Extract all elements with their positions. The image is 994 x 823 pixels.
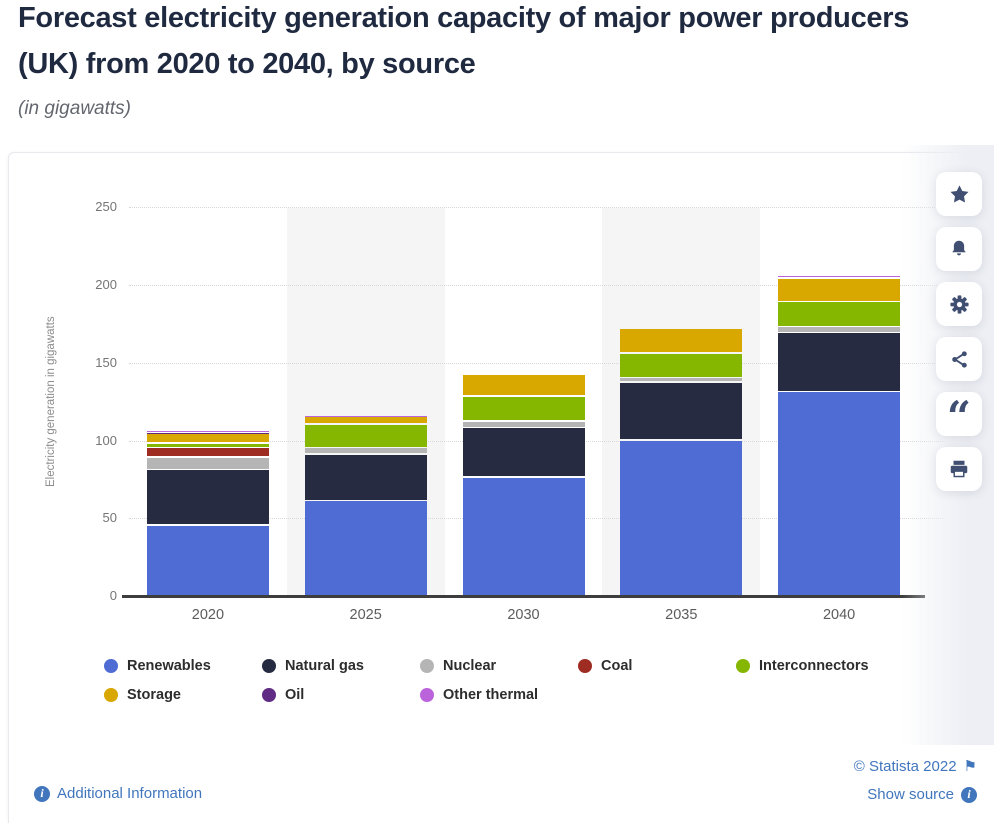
star-icon <box>948 183 971 206</box>
statista-copyright-label: © Statista 2022 <box>853 758 957 775</box>
bar-segment-interconnectors-2040[interactable] <box>778 302 901 326</box>
bar-segment-storage-2020[interactable] <box>146 434 269 443</box>
bar-segment-nuclear-2020[interactable] <box>146 457 269 469</box>
y-tick-label: 200 <box>95 277 117 293</box>
bar-segment-renewables-2040[interactable] <box>778 392 901 596</box>
page-title-line2: (UK) from 2020 to 2040, by source <box>18 48 476 80</box>
print-icon <box>948 458 970 480</box>
bar-segment-oil-2020[interactable] <box>146 432 269 434</box>
bar-segment-other-thermal-2025[interactable] <box>304 415 427 417</box>
bar-segment-coal-2020[interactable] <box>146 448 269 457</box>
chart-plot-area: Electricity generation in gigawatts 0 50 1… <box>9 153 994 823</box>
y-axis-title: Electricity generation in gigawatts <box>45 316 57 488</box>
bar-segment-natural-gas-2040[interactable] <box>778 333 901 391</box>
info-icon: i <box>961 786 977 803</box>
legend-label: Storage <box>127 686 181 703</box>
legend-label: Coal <box>601 658 633 674</box>
bar-segment-nuclear-2035[interactable] <box>620 378 743 382</box>
print-button[interactable] <box>936 447 982 491</box>
bar-segment-nuclear-2040[interactable] <box>778 327 901 332</box>
y-tick-label: 150 <box>95 354 117 370</box>
bar-segment-interconnectors-2020[interactable] <box>146 443 269 447</box>
legend-label: Other thermal <box>443 686 539 703</box>
legend-item-natural-gas: Natural gas <box>262 653 364 679</box>
additional-information-link[interactable]: i Additional Information <box>34 785 202 802</box>
legend-item-coal: Coal <box>578 653 632 679</box>
legend-item-storage: Storage <box>104 682 181 708</box>
show-source-link[interactable]: Show source i <box>867 786 977 803</box>
bar-segment-natural-gas-2020[interactable] <box>146 470 269 525</box>
x-axis-line <box>122 595 925 598</box>
x-axis-label: 2030 <box>507 607 540 623</box>
quote-icon: “ <box>946 391 972 441</box>
legend-label: Renewables <box>127 658 211 674</box>
bar-segment-interconnectors-2030[interactable] <box>462 397 585 421</box>
star-button[interactable] <box>936 172 982 216</box>
gridline <box>129 285 943 287</box>
y-tick-label: 250 <box>95 199 117 215</box>
bar-segment-interconnectors-2025[interactable] <box>304 425 427 447</box>
additional-information-label: Additional Information <box>57 785 203 802</box>
share-icon <box>949 349 970 370</box>
legend-label: Nuclear <box>443 658 497 674</box>
bar-segment-storage-2030[interactable] <box>462 375 585 396</box>
legend-item-other-thermal: Other thermal <box>420 682 538 708</box>
bar-segment-natural-gas-2025[interactable] <box>304 454 427 500</box>
legend-label: Interconnectors <box>759 658 869 674</box>
bar-segment-natural-gas-2035[interactable] <box>620 383 743 439</box>
quote-button[interactable]: “ <box>936 391 982 441</box>
bar-segment-natural-gas-2030[interactable] <box>462 428 585 477</box>
legend-marker <box>578 659 592 673</box>
bar-segment-renewables-2035[interactable] <box>620 440 743 596</box>
bar-segment-interconnectors-2035[interactable] <box>620 353 743 377</box>
legend-item-nuclear: Nuclear <box>420 653 496 679</box>
legend-marker <box>104 659 118 673</box>
legend-item-renewables: Renewables <box>104 653 211 679</box>
bar-segment-other-thermal-2040[interactable] <box>778 275 901 278</box>
gear-icon <box>948 293 971 316</box>
gear-button[interactable] <box>936 282 982 326</box>
x-axis-label: 2025 <box>349 607 382 623</box>
x-axis-label: 2020 <box>191 607 225 623</box>
legend-marker <box>104 687 118 702</box>
bar-segment-nuclear-2025[interactable] <box>304 448 427 453</box>
chart-card: Electricity generation in gigawatts 0 50 1… <box>8 152 994 823</box>
y-tick-label: 100 <box>95 432 117 448</box>
bar-segment-storage-2040[interactable] <box>778 278 901 301</box>
page-title-line1: Forecast electricity generation capacity… <box>18 2 910 34</box>
bar-segment-nuclear-2030[interactable] <box>462 421 585 427</box>
y-tick-label: 0 <box>109 588 117 603</box>
x-axis-label: 2035 <box>665 607 698 623</box>
share-button[interactable] <box>936 337 982 381</box>
legend-label: Oil <box>285 686 305 703</box>
bar-segment-storage-2025[interactable] <box>304 417 427 424</box>
gridline <box>129 207 943 209</box>
legend-marker <box>262 687 276 702</box>
bar-segment-renewables-2030[interactable] <box>462 477 585 596</box>
statista-copyright-link[interactable]: © Statista 2022 ⚑ <box>854 758 977 775</box>
x-axis-label: 2040 <box>822 607 856 623</box>
gridline <box>129 362 943 364</box>
legend-label: Natural gas <box>285 658 364 674</box>
info-icon: i <box>34 785 50 802</box>
bar-segment-renewables-2025[interactable] <box>304 501 427 596</box>
y-tick-label: 50 <box>102 510 117 526</box>
legend-marker <box>420 659 434 673</box>
legend-marker <box>262 659 276 673</box>
legend-marker <box>420 687 434 702</box>
show-source-label: Show source <box>867 786 954 803</box>
flag-icon: ⚑ <box>963 758 977 775</box>
bell-icon <box>948 238 970 260</box>
page-subtitle: (in gigawatts) <box>18 98 131 119</box>
legend-item-oil: Oil <box>262 682 304 708</box>
bell-button[interactable] <box>936 227 982 271</box>
bar-segment-renewables-2020[interactable] <box>146 526 269 596</box>
legend-marker <box>736 659 750 673</box>
bar-segment-other-thermal-2020[interactable] <box>146 431 269 433</box>
bar-segment-storage-2035[interactable] <box>620 328 743 352</box>
legend-item-interconnectors: Interconnectors <box>736 653 869 679</box>
